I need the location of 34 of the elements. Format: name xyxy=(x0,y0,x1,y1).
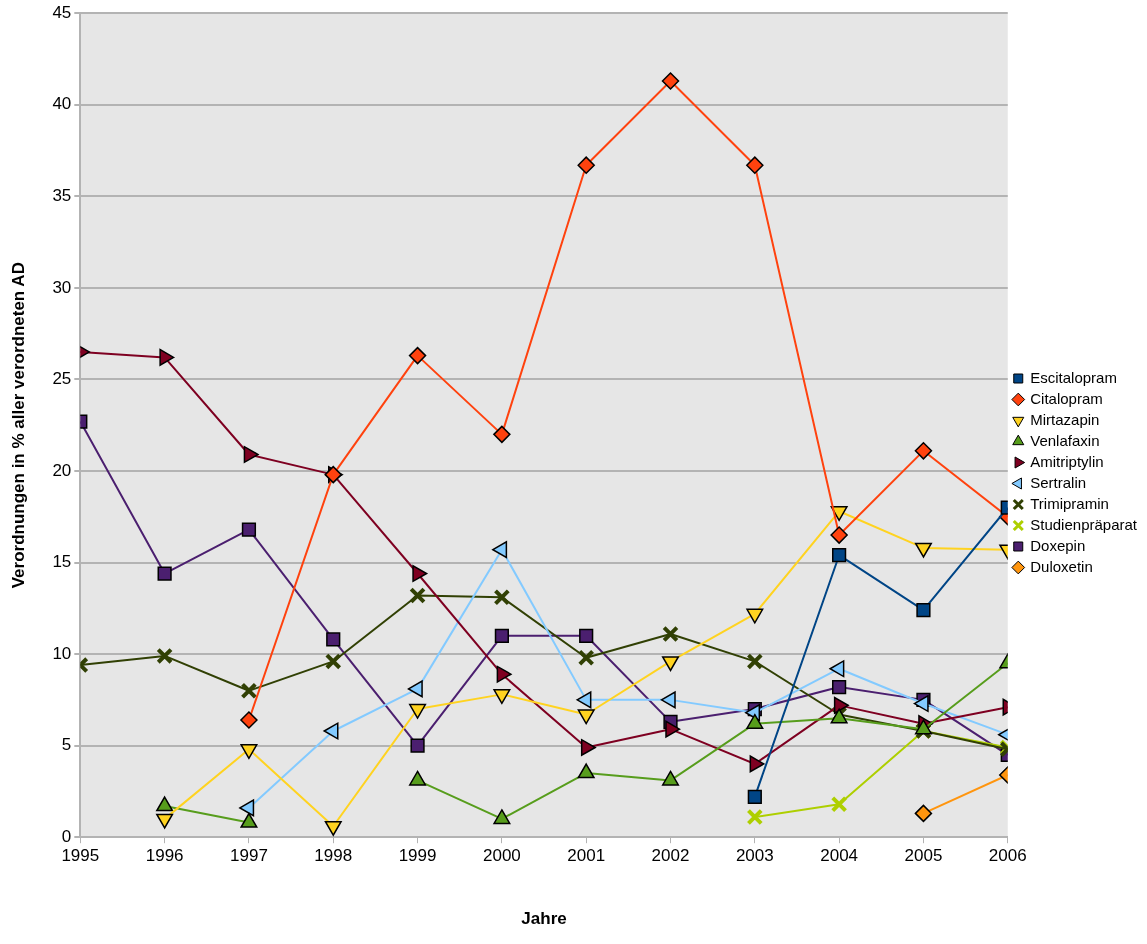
y-tick-label: 25 xyxy=(52,369,72,389)
legend-label: Sertralin xyxy=(1030,473,1087,491)
x-tick-label: 1996 xyxy=(145,846,184,866)
x-tick-label: 2002 xyxy=(651,846,690,866)
x-axis-title: Jahre xyxy=(521,909,567,929)
x-tick-label: 1995 xyxy=(61,846,100,866)
legend-label: Mirtazapin xyxy=(1030,410,1100,428)
legend-label: Citalopram xyxy=(1030,389,1103,407)
y-tick-label: 10 xyxy=(52,643,72,663)
x-tick-label: 2000 xyxy=(482,846,521,866)
legend-label: Amitriptylin xyxy=(1030,452,1104,470)
legend-label: Trimipramin xyxy=(1030,494,1109,512)
legend-label: Venlafaxin xyxy=(1030,431,1100,449)
x-tick-label: 1997 xyxy=(230,846,268,866)
y-tick-label: 5 xyxy=(61,735,72,755)
y-tick-label: 20 xyxy=(52,460,72,480)
x-tick-label: 2006 xyxy=(988,846,1027,866)
legend-label: Studienpräparat xyxy=(1030,515,1138,533)
y-tick-label: 0 xyxy=(61,826,72,846)
y-tick-label: 15 xyxy=(52,552,72,572)
y-tick-label: 45 xyxy=(52,2,72,22)
x-tick-label: 1998 xyxy=(314,846,353,866)
legend-label: Doxepin xyxy=(1030,536,1086,554)
x-tick-label: 2005 xyxy=(904,846,943,866)
legend-label: Duloxetin xyxy=(1030,557,1093,575)
y-tick-label: 35 xyxy=(52,186,72,205)
x-tick-label: 2001 xyxy=(567,846,606,866)
y-tick-label: 30 xyxy=(52,277,72,297)
x-tick-label: 1999 xyxy=(398,846,437,866)
y-tick-label: 40 xyxy=(52,94,72,114)
legend-label: Escitalopram xyxy=(1030,368,1117,386)
y-axis-title: Verordnungen in % aller verordneten AD xyxy=(8,262,28,589)
x-tick-label: 2004 xyxy=(820,846,859,866)
x-tick-label: 2003 xyxy=(735,846,774,866)
